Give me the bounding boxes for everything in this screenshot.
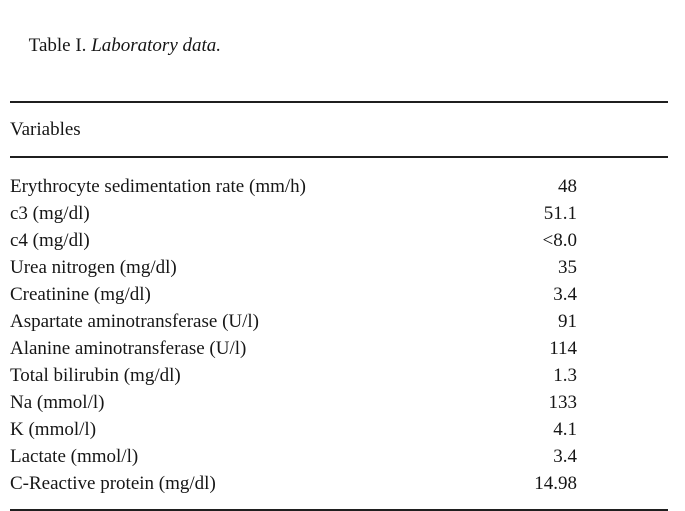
row-label: Alanine aminotransferase (U/l) <box>10 338 247 359</box>
table-row: C-Reactive protein (mg/dl) 14.98 <box>10 470 668 497</box>
row-value: 114 <box>549 338 577 359</box>
table-body: Erythrocyte sedimentation rate (mm/h) 48… <box>10 158 668 497</box>
table-row: Na (mmol/l) 133 <box>10 389 668 416</box>
row-label: Lactate (mmol/l) <box>10 446 139 467</box>
row-value: 4.1 <box>553 419 577 440</box>
row-value: 48 <box>558 176 577 197</box>
row-value: 133 <box>548 392 578 413</box>
table-row: c3 (mg/dl) 51.1 <box>10 200 668 227</box>
table-title-prefix: Table I. <box>28 35 92 56</box>
row-value: 1.3 <box>553 365 577 386</box>
table-row: Lactate (mmol/l) 3.4 <box>10 443 668 470</box>
row-label: C-Reactive protein (mg/dl) <box>10 473 216 494</box>
table-row: Urea nitrogen (mg/dl) 35 <box>10 254 668 281</box>
table-row: c4 (mg/dl) <8.0 <box>10 227 668 254</box>
table-row: Aspartate aminotransferase (U/l) 91 <box>10 308 668 335</box>
row-value: 91 <box>558 311 577 332</box>
table-row: Erythrocyte sedimentation rate (mm/h) 48 <box>10 173 668 200</box>
column-header-variables: Variables <box>10 119 81 140</box>
row-value: 35 <box>558 257 577 278</box>
table-row: K (mmol/l) 4.1 <box>10 416 668 443</box>
table-row: Total bilirubin (mg/dl) 1.3 <box>10 362 668 389</box>
table-title: Table I. Laboratory data. <box>10 10 668 82</box>
paper-table: Table I. Laboratory data. Variables Eryt… <box>10 0 668 511</box>
table-row: Alanine aminotransferase (U/l) 114 <box>10 335 668 362</box>
top-rule <box>10 101 668 103</box>
row-label: Aspartate aminotransferase (U/l) <box>10 311 260 332</box>
row-label: c4 (mg/dl) <box>10 230 90 251</box>
row-label: Total bilirubin (mg/dl) <box>10 365 181 386</box>
row-label: Creatinine (mg/dl) <box>10 284 151 305</box>
row-value: 3.4 <box>553 284 577 305</box>
row-value: <8.0 <box>542 230 577 251</box>
row-label: c3 (mg/dl) <box>10 203 90 224</box>
header-rule <box>10 156 668 158</box>
row-label: K (mmol/l) <box>10 419 97 440</box>
row-value: 3.4 <box>553 446 577 467</box>
row-label: Na (mmol/l) <box>10 392 105 413</box>
table-row: Creatinine (mg/dl) 3.4 <box>10 281 668 308</box>
table-title-emphasis: Laboratory data. <box>91 35 222 56</box>
row-value: 14.98 <box>534 473 577 494</box>
row-label: Erythrocyte sedimentation rate (mm/h) <box>10 176 306 197</box>
row-label: Urea nitrogen (mg/dl) <box>10 257 177 278</box>
row-value: 51.1 <box>543 203 577 224</box>
